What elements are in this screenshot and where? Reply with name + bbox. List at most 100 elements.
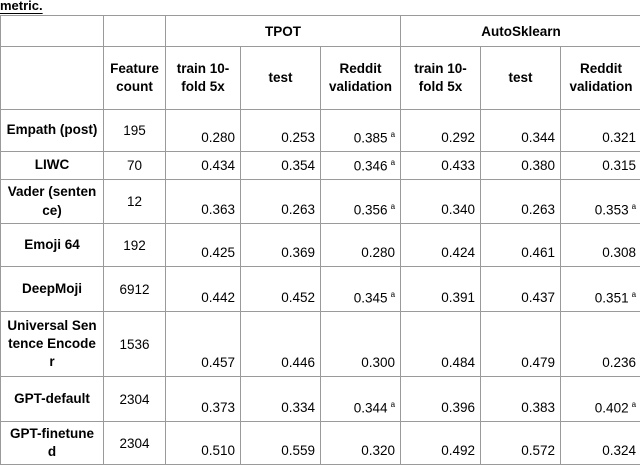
feature-count: 195	[104, 110, 166, 152]
feature-name: GPT-finetuned	[1, 422, 104, 465]
value: 0.461	[521, 245, 555, 260]
column-header: Reddit validation	[561, 47, 640, 110]
value-cell: 0.344	[481, 110, 561, 152]
value-cell: 0.559	[241, 422, 321, 465]
value-cell: 0.263	[481, 180, 561, 224]
value: 0.434	[201, 158, 235, 173]
value: 0.442	[201, 290, 235, 305]
value-cell: 0.434	[166, 152, 241, 180]
value: 0.479	[521, 355, 555, 370]
feature-name: DeepMoji	[1, 267, 104, 312]
value: 0.324	[602, 443, 636, 458]
value-cell: 0.572	[481, 422, 561, 465]
value: 0.391	[441, 290, 475, 305]
value: 0.396	[441, 400, 475, 415]
note-marker: a	[632, 290, 636, 299]
column-header: test	[241, 47, 321, 110]
value-cell: 0.396	[401, 377, 481, 422]
value: 0.369	[281, 245, 315, 260]
value-cell: 0.442	[166, 267, 241, 312]
note-marker: a	[391, 290, 395, 299]
note-marker: a	[391, 202, 395, 211]
feature-name: Emoji 64	[1, 224, 104, 267]
value-cell: 0.425	[166, 224, 241, 267]
feature-count: 192	[104, 224, 166, 267]
value-cell: 0.334	[241, 377, 321, 422]
value: 0.437	[521, 290, 555, 305]
value-cell: 0.315	[561, 152, 640, 180]
value-cell: 0.320	[321, 422, 401, 465]
value-cell: 0.263	[241, 180, 321, 224]
column-header: Feature count	[104, 47, 166, 110]
feature-name: GPT-default	[1, 377, 104, 422]
value: 0.344	[521, 130, 555, 145]
value-cell: 0.373	[166, 377, 241, 422]
value-cell: 0.446	[241, 312, 321, 377]
value-cell: 0.424	[401, 224, 481, 267]
value: 0.385	[354, 130, 388, 145]
value-cell: 0.391	[401, 267, 481, 312]
column-header: test	[481, 47, 561, 110]
column-header: train 10-fold 5x	[166, 47, 241, 110]
value-cell: 0.380	[481, 152, 561, 180]
value: 0.308	[602, 245, 636, 260]
feature-name: LIWC	[1, 152, 104, 180]
value: 0.356	[354, 202, 388, 217]
value-cell: 0.492	[401, 422, 481, 465]
note-marker: a	[632, 400, 636, 409]
value-cell: 0.363	[166, 180, 241, 224]
value: 0.572	[521, 443, 555, 458]
value-cell: 0.280	[321, 224, 401, 267]
value: 0.380	[521, 158, 555, 173]
value: 0.344	[354, 400, 388, 415]
value: 0.446	[281, 355, 315, 370]
value-cell: 0.484	[401, 312, 481, 377]
value-cell: 0.479	[481, 312, 561, 377]
feature-count: 70	[104, 152, 166, 180]
value-cell: 0.324	[561, 422, 640, 465]
value: 0.425	[201, 245, 235, 260]
value: 0.402	[595, 400, 629, 415]
feature-name: Universal Sentence Encoder	[1, 312, 104, 377]
value-cell: 0.280	[166, 110, 241, 152]
value-cell: 0.437	[481, 267, 561, 312]
value-cell: 0.510	[166, 422, 241, 465]
empty-cell	[1, 47, 104, 110]
feature-count: 12	[104, 180, 166, 224]
value: 0.321	[602, 130, 636, 145]
group-header: AutoSklearn	[401, 16, 640, 47]
value-cell: 0.292	[401, 110, 481, 152]
feature-count: 6912	[104, 267, 166, 312]
value-cell: 0.369	[241, 224, 321, 267]
value: 0.510	[201, 443, 235, 458]
value: 0.292	[441, 130, 475, 145]
column-header: Reddit validation	[321, 47, 401, 110]
value: 0.280	[201, 130, 235, 145]
value: 0.334	[281, 400, 315, 415]
value-cell: 0.253	[241, 110, 321, 152]
value: 0.253	[281, 130, 315, 145]
value: 0.320	[361, 443, 395, 458]
empty-cell	[104, 16, 166, 47]
note-marker: a	[632, 202, 636, 211]
value-cell: 0.461	[481, 224, 561, 267]
value: 0.346	[354, 158, 388, 173]
caption-text: metric.	[0, 0, 43, 13]
value-cell: 0.457	[166, 312, 241, 377]
value: 0.353	[595, 202, 629, 217]
